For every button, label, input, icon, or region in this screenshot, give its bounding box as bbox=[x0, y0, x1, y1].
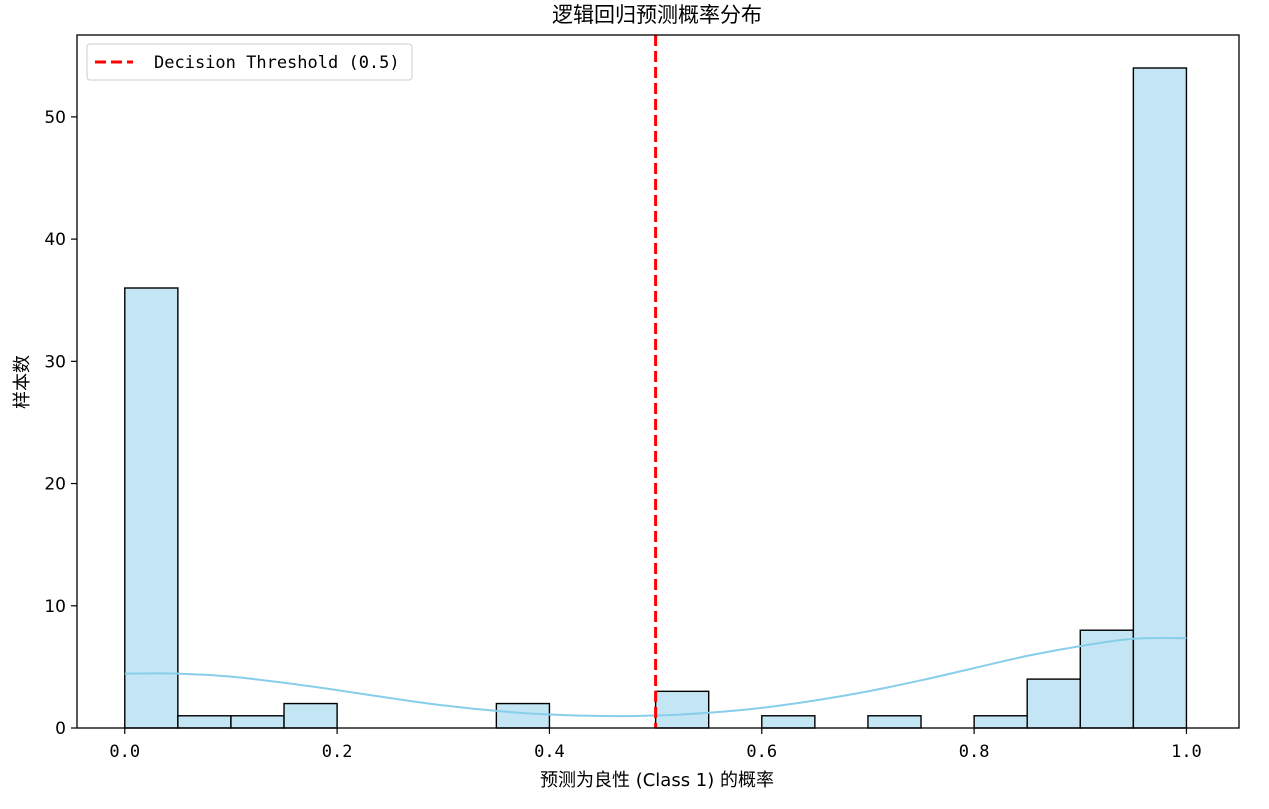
x-tick-label: 0.2 bbox=[322, 742, 353, 762]
histogram-bar bbox=[124, 287, 179, 729]
legend-threshold-label: Decision Threshold (0.5) bbox=[154, 53, 400, 73]
y-tick-label: 0 bbox=[55, 719, 66, 739]
histogram-bar bbox=[1132, 67, 1188, 729]
legend-box bbox=[86, 43, 413, 81]
histogram-bar bbox=[761, 715, 816, 729]
y-tick-label: 40 bbox=[44, 230, 66, 250]
x-axis-ticks: 0.0 0.2 0.4 0.6 0.8 1.0 bbox=[109, 728, 1202, 762]
y-tick-label: 10 bbox=[44, 597, 66, 617]
bars-group bbox=[124, 67, 1188, 729]
legend: Decision Threshold (0.5) bbox=[86, 43, 413, 81]
y-axis-label: 样本数 bbox=[12, 355, 33, 409]
y-tick-label: 30 bbox=[44, 352, 66, 372]
x-tick-label: 0.6 bbox=[746, 742, 777, 762]
plot-frame bbox=[76, 34, 1240, 729]
y-tick-label: 20 bbox=[44, 475, 66, 495]
x-axis-label: 预测为良性 (Class 1) 的概率 bbox=[540, 770, 774, 791]
histogram-bar bbox=[654, 690, 710, 729]
histogram-bar bbox=[495, 702, 551, 729]
histogram-bar bbox=[973, 715, 1028, 729]
x-tick-label: 0.0 bbox=[109, 742, 140, 762]
x-tick-label: 1.0 bbox=[1171, 742, 1202, 762]
y-tick-label: 50 bbox=[44, 108, 66, 128]
histogram-bar bbox=[283, 702, 338, 729]
histogram-bar bbox=[230, 715, 285, 729]
histogram-bar bbox=[177, 715, 232, 729]
y-axis-ticks: 0 10 20 30 40 50 bbox=[44, 108, 77, 739]
histogram-bar bbox=[1026, 678, 1081, 729]
chart-title: 逻辑回归预测概率分布 bbox=[552, 3, 762, 27]
histogram-bar bbox=[867, 715, 922, 729]
x-tick-label: 0.8 bbox=[959, 742, 990, 762]
x-tick-label: 0.4 bbox=[534, 742, 565, 762]
